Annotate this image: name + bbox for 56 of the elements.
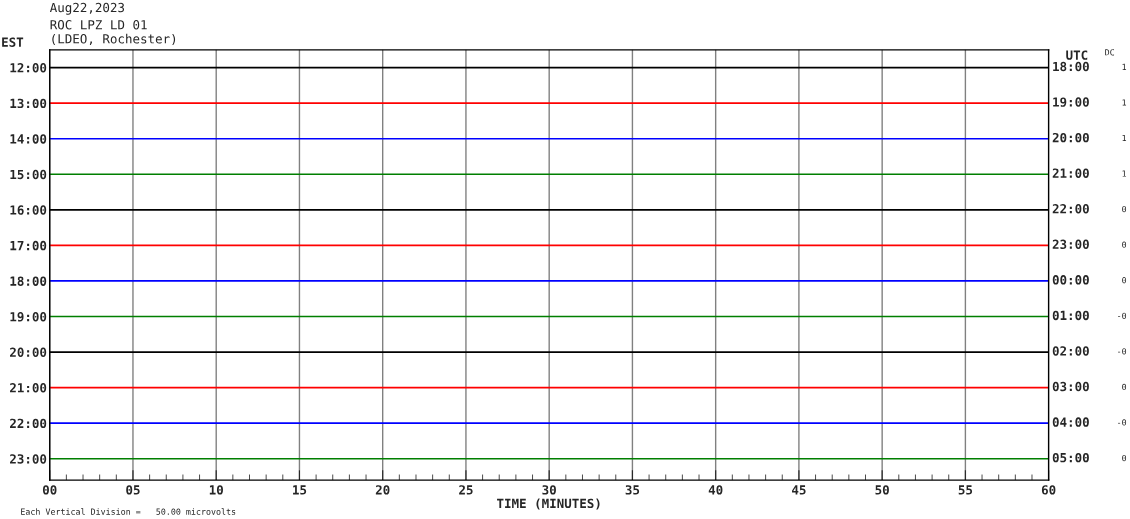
text: UTC xyxy=(1066,50,1088,60)
y-tick-label: 17:00 xyxy=(10,240,47,251)
text: 1 xyxy=(1122,99,1127,106)
text: -0 xyxy=(1118,419,1127,426)
text: 0 xyxy=(1122,205,1127,213)
x-tick-label: 55 xyxy=(958,485,973,495)
chart-subtitle: ROC LPZ LD 01 (LDEO, Rochester) xyxy=(50,20,176,46)
text: 1 xyxy=(1122,134,1127,142)
text: 1 xyxy=(1122,170,1127,177)
text: DC xyxy=(1105,49,1115,56)
x-tick-label: 60 xyxy=(1041,485,1056,495)
text: 0 xyxy=(1122,383,1127,391)
text: 00:00 xyxy=(1052,275,1089,285)
y-tick-label: 16:00 xyxy=(10,205,47,215)
y-tick-label: 13:00 xyxy=(10,98,47,109)
text: 18:00 xyxy=(1053,61,1089,72)
x-tick-label: 50 xyxy=(875,485,889,495)
y-tick-label: 15:00 xyxy=(10,169,47,180)
x-tick-label: 40 xyxy=(708,485,723,495)
y-tick-label: 12:00 xyxy=(10,63,47,73)
text: 05:00 xyxy=(1052,452,1089,463)
x-tick-label: 45 xyxy=(792,485,806,495)
y-tick-label: 14:00 xyxy=(10,134,47,144)
text: Each Vertical Division = 50.00 microvolts xyxy=(21,508,236,515)
text: 0 xyxy=(1122,454,1127,462)
x-tick-label: 10 xyxy=(209,485,223,495)
text: 0 xyxy=(1122,241,1127,248)
chart-title: Aug22,2023 xyxy=(49,2,125,15)
y-tick-label: 22:00 xyxy=(10,418,47,429)
y-tick-label: 19:00 xyxy=(10,311,47,322)
text: 19:00 xyxy=(1053,97,1089,107)
x-tick-label: 35 xyxy=(625,485,640,495)
text: -0 xyxy=(1118,312,1127,319)
y-axis-title: EST xyxy=(2,37,24,47)
text: 02:00 xyxy=(1052,346,1089,356)
text: 21:00 xyxy=(1052,168,1089,178)
y-tick-label: 18:00 xyxy=(10,276,47,286)
x-tick-label: 00 xyxy=(42,485,57,495)
x-tick-label: 30 xyxy=(542,485,556,495)
y-tick-label: 21:00 xyxy=(10,383,47,393)
y-tick-label: 20:00 xyxy=(10,347,47,357)
text: -0 xyxy=(1118,348,1127,355)
text: 0 xyxy=(1122,277,1127,284)
x-tick-label: 15 xyxy=(293,485,307,495)
x-tick-label: 25 xyxy=(459,485,473,495)
x-tick-label: 20 xyxy=(375,485,390,495)
text: 03:00 xyxy=(1052,381,1089,392)
text: 1 xyxy=(1122,63,1127,70)
text: 04:00 xyxy=(1052,417,1089,427)
text: 22:00 xyxy=(1052,204,1089,214)
text: 01:00 xyxy=(1052,310,1089,321)
x-axis-title: TIME (MINUTES) xyxy=(497,498,600,510)
x-tick-label: 05 xyxy=(126,485,140,495)
text: 23:00 xyxy=(1052,239,1089,250)
text: 20:00 xyxy=(1052,132,1089,143)
y-tick-label: 23:00 xyxy=(10,454,47,464)
